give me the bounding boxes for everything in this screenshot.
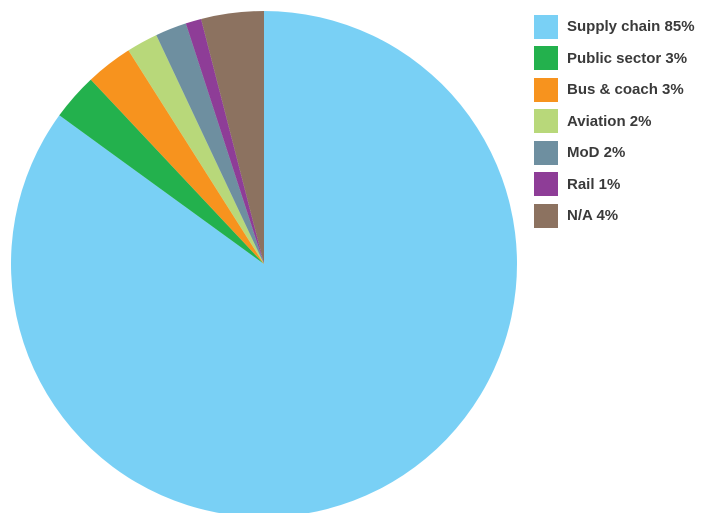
pie-slice-supply-chain [11, 11, 518, 513]
chart-legend: Supply chain 85% Public sector 3% Bus & co… [534, 11, 695, 232]
legend-item: N/A 4% [534, 200, 695, 232]
legend-swatch [534, 203, 558, 228]
legend-item: Public sector 3% [534, 43, 695, 75]
legend-label: Public sector 3% [567, 49, 688, 67]
pie-slice-bus-coach [90, 50, 264, 264]
legend-swatch [534, 46, 558, 71]
pie-slice-rail [185, 18, 264, 265]
legend-label: Aviation 2% [567, 112, 652, 130]
pie-slice-n-a [201, 11, 264, 264]
legend-swatch [534, 140, 558, 165]
legend-swatch [534, 77, 558, 102]
pie-chart [11, 11, 518, 513]
pie-slice-aviation [128, 35, 264, 264]
pie-slice-mod [156, 23, 264, 264]
legend-item: Bus & coach 3% [534, 74, 695, 106]
legend-swatch [534, 172, 558, 197]
pie-slice-public-sector [59, 79, 264, 264]
legend-label: Bus & coach 3% [567, 81, 684, 99]
legend-swatch [534, 14, 558, 39]
legend-label: N/A 4% [567, 207, 619, 225]
legend-item: Supply chain 85% [534, 11, 695, 43]
pie-slices [11, 11, 518, 513]
legend-label: Supply chain 85% [567, 18, 695, 36]
legend-swatch [534, 109, 558, 134]
legend-label: Rail 1% [567, 175, 621, 193]
legend-label: MoD 2% [567, 144, 626, 162]
legend-item: Aviation 2% [534, 106, 695, 138]
legend-item: MoD 2% [534, 137, 695, 169]
legend-item: Rail 1% [534, 169, 695, 201]
